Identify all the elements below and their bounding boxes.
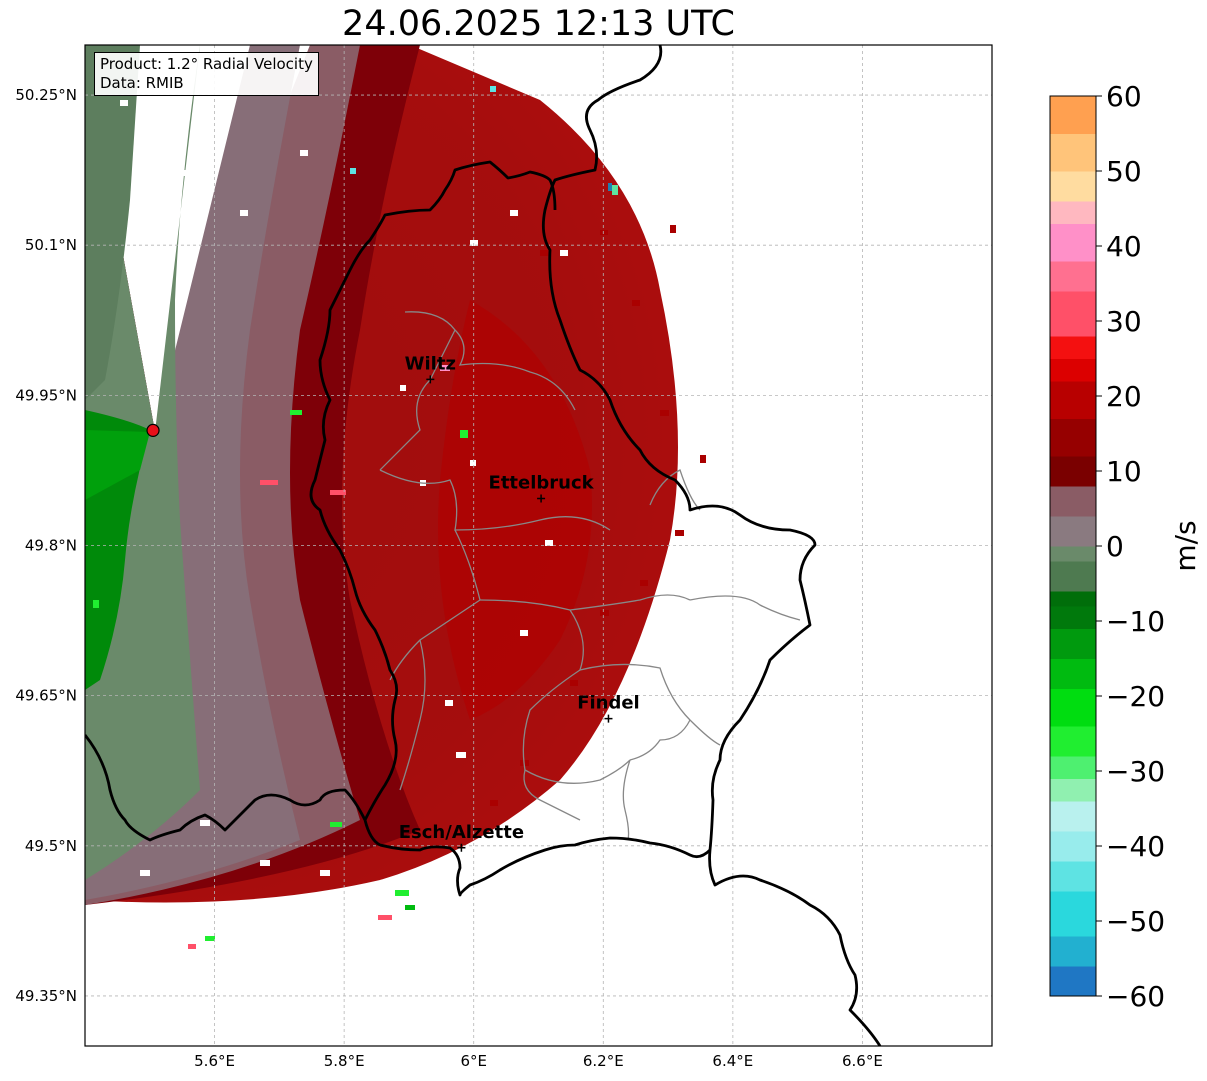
colorbar-band (1050, 223, 1096, 262)
city-label: Wiltz (405, 353, 456, 374)
colorbar-tick-label: −50 (1106, 905, 1165, 938)
colorbar-ticks: 60 50 40 30 20 10 0 −10 −20 −30 −40 −50 −60 (1096, 80, 1165, 1013)
colorbar-band (1050, 591, 1096, 607)
colorbar-band (1050, 778, 1096, 802)
product-info-box: Product: 1.2° Radial Velocity Data: RMIB (94, 52, 319, 96)
colorbar-band (1050, 133, 1096, 172)
x-tick-label: 5.8°E (324, 1052, 365, 1070)
colorbar-band (1050, 606, 1096, 629)
x-tick-label: 6°E (460, 1052, 487, 1070)
colorbar-band (1050, 831, 1096, 862)
y-tick-label: 49.65°N (15, 687, 77, 705)
colorbar-bands (1050, 96, 1096, 997)
colorbar-label: m/s (1169, 520, 1202, 571)
y-tick-label: 49.5°N (25, 837, 77, 855)
colorbar-band (1050, 358, 1096, 382)
city-markers: Wiltz Ettelbruck Findel Esch/Alzette (399, 353, 640, 852)
colorbar-tick-label: 50 (1106, 155, 1142, 188)
city-findel: Findel (577, 693, 640, 723)
radar-site-marker (146, 423, 160, 437)
colorbar-band (1050, 171, 1096, 202)
colorbar-band (1050, 456, 1096, 487)
colorbar-band (1050, 96, 1096, 134)
city-esch-alzette: Esch/Alzette (399, 822, 524, 852)
product-text: Product: 1.2° Radial Velocity (100, 55, 313, 73)
colorbar-band (1050, 546, 1096, 562)
colorbar-tick-label: 30 (1106, 305, 1142, 338)
colorbar-band (1050, 936, 1096, 967)
map-area: Wiltz Ettelbruck Findel Esch/Alzette (85, 45, 992, 1046)
colorbar-tick-label: −40 (1106, 830, 1165, 863)
city-marker (537, 494, 546, 503)
velocity-field (85, 45, 678, 905)
map-frame (84, 44, 993, 1047)
y-tick-label: 49.35°N (15, 987, 77, 1005)
colorbar-band (1050, 891, 1096, 937)
colorbar-band (1050, 516, 1096, 547)
y-tick-label: 49.95°N (15, 386, 77, 404)
colorbar-band (1050, 688, 1096, 727)
canton-borders (379, 311, 801, 841)
colorbar-band (1050, 418, 1096, 457)
y-tick-label: 50.1°N (25, 236, 77, 254)
city-label: Esch/Alzette (399, 822, 524, 843)
city-label: Findel (577, 693, 640, 714)
y-tick-label: 50.25°N (15, 86, 77, 104)
colorbar-band (1050, 336, 1096, 359)
colorbar-band (1050, 261, 1096, 292)
colorbar-tick-label: 0 (1106, 530, 1124, 563)
colorbar-band (1050, 628, 1096, 659)
colorbar-band (1050, 486, 1096, 517)
colorbar-tick-label: −20 (1106, 680, 1165, 713)
x-tick-label: 6.4°E (712, 1052, 753, 1070)
city-ettelbruck: Ettelbruck (489, 472, 595, 503)
colorbar-band (1050, 861, 1096, 892)
city-marker (457, 843, 466, 852)
x-tick-label: 6.2°E (583, 1052, 624, 1070)
colorbar-band (1050, 381, 1096, 419)
data-source-text: Data: RMIB (100, 74, 184, 92)
country-borders (85, 45, 882, 1046)
colorbar-band (1050, 201, 1096, 224)
colorbar-tick-label: −30 (1106, 755, 1165, 788)
colorbar-band (1050, 726, 1096, 757)
map-title: 24.06.2025 12:13 UTC (342, 4, 735, 44)
latitude-tick-labels: 50.25°N 50.1°N 49.95°N 49.8°N 49.65°N 49.5°N 4… (15, 86, 77, 1005)
colorbar-band (1050, 801, 1096, 832)
colorbar-band (1050, 966, 1096, 997)
city-marker (604, 714, 613, 723)
city-marker (426, 375, 435, 384)
x-tick-label: 5.6°E (194, 1052, 235, 1070)
colorbar-band (1050, 756, 1096, 779)
echo-speckle (93, 86, 706, 949)
colorbar-tick-label: −10 (1106, 605, 1165, 638)
colorbar-tick-label: 60 (1106, 80, 1142, 113)
x-tick-label: 6.6°E (842, 1052, 883, 1070)
colorbar-tick-label: 20 (1106, 380, 1142, 413)
colorbar-tick-label: 10 (1106, 455, 1142, 488)
colorbar-band (1050, 561, 1096, 592)
colorbar-tick-label: −60 (1106, 980, 1165, 1013)
colorbar-band (1050, 291, 1096, 337)
colorbar-tick-label: 40 (1106, 230, 1142, 263)
y-tick-label: 49.8°N (25, 537, 77, 555)
city-label: Ettelbruck (489, 472, 595, 493)
colorbar: 60 50 40 30 20 10 0 −10 −20 −30 −40 −50 −60 m/s (1049, 80, 1202, 1013)
colorbar-band (1050, 658, 1096, 689)
longitude-tick-labels: 5.6°E 5.8°E 6°E 6.2°E 6.4°E 6.6°E (194, 1052, 883, 1070)
city-wiltz: Wiltz (405, 353, 456, 384)
